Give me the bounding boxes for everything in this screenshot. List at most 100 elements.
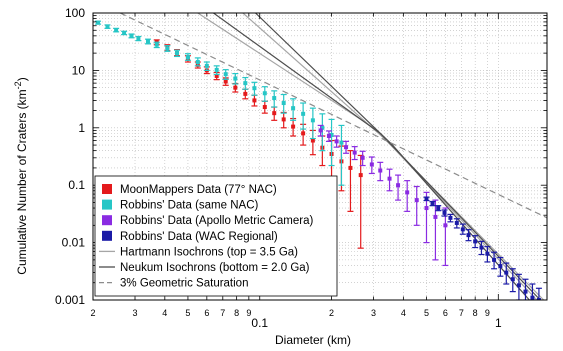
legend-label: Robbins' Data (WAC Regional)	[120, 231, 278, 243]
data-point	[424, 206, 429, 211]
data-point	[360, 155, 365, 160]
x-tick-label: 7	[459, 308, 464, 318]
data-point	[175, 51, 180, 56]
data-point	[223, 72, 228, 77]
legend-swatch	[102, 215, 112, 226]
isochron-line	[255, 13, 530, 300]
isochron-line	[119, 13, 547, 219]
x-axis-title: Diameter (km)	[275, 333, 351, 347]
data-point	[165, 46, 170, 51]
data-point	[443, 223, 448, 228]
data-point	[204, 63, 209, 68]
isochron-line	[197, 13, 545, 300]
legend-swatch	[102, 230, 112, 241]
data-point	[252, 86, 257, 91]
data-point	[424, 196, 429, 201]
data-point	[436, 206, 441, 211]
data-point	[233, 85, 238, 90]
data-point	[466, 233, 471, 238]
y-axis-title: Cumulative Number of Craters (km-2)	[13, 77, 29, 274]
legend-swatch	[102, 184, 112, 194]
x-tick-label: 8	[234, 308, 239, 318]
data-point	[272, 111, 277, 116]
data-point	[154, 42, 159, 47]
data-point	[136, 36, 141, 41]
data-point	[214, 67, 219, 72]
data-points	[95, 20, 542, 300]
y-axis-title-main: Cumulative Number of Craters (km	[15, 89, 29, 274]
data-point	[129, 33, 134, 38]
data-point	[291, 124, 296, 129]
data-point	[536, 298, 541, 300]
data-point	[430, 201, 435, 206]
data-point	[454, 220, 459, 225]
data-point	[414, 198, 419, 203]
legend-label: Neukum Isochrons (bottom = 2.0 Ga)	[120, 262, 310, 274]
data-point	[223, 79, 228, 84]
data-point	[122, 30, 127, 35]
data-point	[339, 140, 344, 145]
data-point	[358, 173, 363, 178]
legend-swatch	[102, 199, 112, 210]
data-point	[301, 111, 306, 116]
x-tick-label: 9	[485, 308, 490, 318]
y-tick-label: 100	[65, 6, 85, 20]
data-point	[378, 168, 383, 173]
x-tick-label: 3	[371, 308, 376, 318]
data-point	[262, 91, 267, 96]
x-tick-label: 6	[204, 308, 209, 318]
data-point	[281, 117, 286, 122]
data-point	[442, 210, 447, 215]
x-tick-label: 4	[162, 308, 167, 318]
x-tick-label: 6	[443, 308, 448, 318]
data-point	[352, 150, 357, 155]
x-tick-label: 1	[495, 316, 502, 330]
legend-label: MoonMappers Data (77° NAC)	[120, 184, 277, 196]
y-axis-ticks: 100 10 1 0.1 0.01 0.001	[55, 6, 547, 307]
data-point	[479, 245, 484, 250]
data-point	[145, 39, 150, 44]
data-point	[387, 176, 392, 181]
legend: MoonMappers Data (77° NAC) Robbins' Data …	[94, 175, 338, 297]
data-point	[485, 251, 490, 256]
x-tick-label: 9	[246, 308, 251, 318]
legend-box	[94, 175, 338, 297]
data-point	[329, 132, 334, 137]
legend-label: 3% Geometric Saturation	[120, 278, 248, 290]
data-point	[320, 125, 325, 130]
y-tick-label: 0.1	[68, 178, 85, 192]
data-point	[310, 118, 315, 123]
x-tick-label: 5	[185, 308, 190, 318]
y-axis-title-close: )	[15, 77, 29, 81]
data-point	[214, 73, 219, 78]
x-tick-label: 8	[473, 308, 478, 318]
data-point	[326, 133, 331, 138]
data-point	[243, 81, 248, 86]
data-point	[281, 101, 286, 106]
data-point	[318, 128, 323, 133]
y-tick-label: 0.001	[55, 293, 85, 307]
data-point	[105, 24, 110, 29]
x-axis-ticks: 2 3 4 5 6 7 8 90.12 3 4 5 6 7 8 91	[90, 13, 502, 330]
data-point	[96, 20, 101, 25]
data-point	[460, 227, 465, 232]
data-point	[369, 162, 374, 167]
data-point	[334, 139, 339, 144]
data-point	[310, 138, 315, 143]
data-point	[504, 270, 509, 275]
data-point	[405, 190, 410, 195]
x-tick-label: 0.1	[251, 316, 268, 330]
x-tick-label: 3	[133, 308, 138, 318]
data-point	[510, 277, 515, 282]
data-point	[344, 145, 349, 150]
y-tick-label: 1	[78, 121, 85, 135]
data-point	[291, 106, 296, 111]
data-point	[530, 295, 535, 300]
legend-label: Hartmann Isochrons (top = 3.5 Ga)	[120, 246, 298, 258]
data-point	[498, 264, 503, 269]
x-tick-label: 7	[220, 308, 225, 318]
x-tick-label: 4	[401, 308, 406, 318]
data-point	[433, 214, 438, 219]
data-point	[243, 91, 248, 96]
